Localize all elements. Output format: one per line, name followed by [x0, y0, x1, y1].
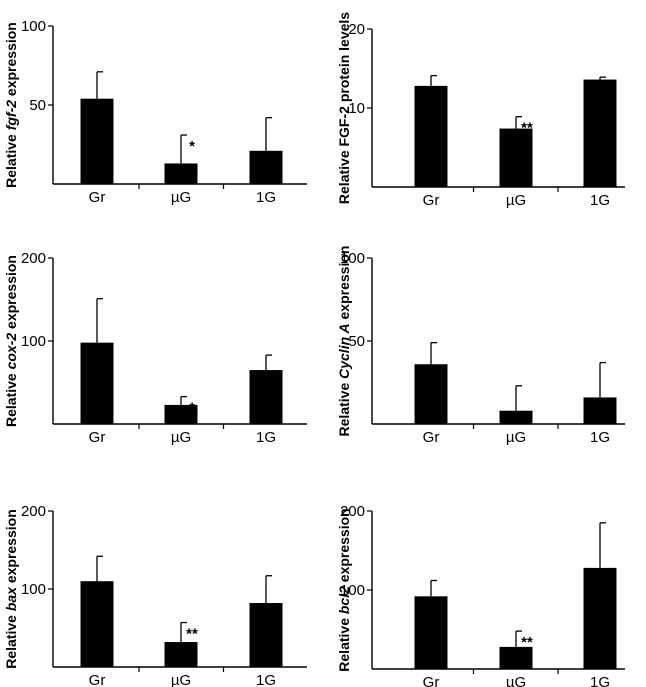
y-axis-label-part: fgf-2 — [3, 100, 19, 131]
category-label: Gr — [423, 429, 440, 446]
chart-panel-3: 100 200 Gr * µG 1G Relative cox-2 expression — [3, 250, 307, 446]
bar-2 — [249, 603, 283, 667]
y-tick-label: 200 — [21, 503, 46, 520]
significance-marker: * — [189, 138, 195, 155]
category-label: 1G — [590, 192, 610, 209]
y-axis-label-part: bcl2 — [336, 586, 352, 614]
category-label: 1G — [590, 674, 610, 687]
y-tick-label: 100 — [21, 333, 46, 350]
bar-0 — [80, 98, 114, 184]
bar-0 — [80, 581, 114, 667]
bar-0 — [414, 85, 448, 187]
y-axis-label-part: expression — [3, 22, 19, 100]
significance-marker: ** — [521, 120, 533, 137]
category-label: µG — [171, 429, 191, 446]
y-axis-label: Relative cox-2 expression — [3, 255, 19, 427]
bar-1 — [499, 410, 533, 424]
category-label: Gr — [89, 189, 106, 206]
category-label: 1G — [256, 672, 276, 687]
category-label: µG — [506, 429, 526, 446]
y-axis-label: Relative bcl2 expression — [336, 508, 352, 671]
significance-marker: ** — [521, 634, 533, 651]
chart-panel-1: 50 100 Gr * µG 1G Relative fgf-2 expression — [3, 18, 307, 206]
chart-panel-4: 50 100 Gr µG 1G Relative Cyclin A expression — [336, 246, 625, 446]
y-axis-label-part: expression — [336, 508, 352, 586]
y-axis-label-part: expression — [3, 509, 19, 587]
chart-panel-2: 10 20 Gr ** µG 1G Relative FGF-2 protein level… — [336, 12, 625, 209]
category-label: 1G — [256, 189, 276, 206]
y-axis-label-part: expression — [3, 255, 19, 333]
y-tick-label: 20 — [348, 21, 365, 38]
bar-1 — [164, 404, 198, 424]
category-label: Gr — [423, 192, 440, 209]
chart-panel-5: 100 200 Gr ** µG 1G Relative bax expression — [3, 503, 307, 687]
y-axis-label-part: Relative — [3, 611, 19, 669]
bar-1 — [499, 128, 533, 187]
y-axis-label: Relative fgf-2 expression — [3, 22, 19, 188]
category-label: 1G — [256, 429, 276, 446]
y-axis-label-part: Relative — [3, 130, 19, 188]
bar-2 — [249, 150, 283, 184]
bar-1 — [499, 646, 533, 669]
y-axis-label-part: Relative — [336, 379, 352, 437]
y-tick-label: 100 — [21, 18, 46, 35]
chart-panel-6: 100 200 Gr ** µG 1G Relative bcl2 expression — [336, 503, 625, 687]
y-axis-label: Relative FGF-2 protein levels — [336, 12, 352, 204]
y-tick-label: 50 — [348, 333, 365, 350]
bar-2 — [583, 397, 617, 424]
y-tick-label: 100 — [340, 250, 365, 267]
bar-1 — [164, 163, 198, 184]
category-label: µG — [506, 674, 526, 687]
y-tick-label: 200 — [21, 250, 46, 267]
y-tick-label: 10 — [348, 100, 365, 117]
category-label: Gr — [423, 674, 440, 687]
bar-0 — [80, 342, 114, 424]
y-tick-label: 100 — [21, 581, 46, 598]
bar-0 — [414, 596, 448, 669]
y-axis-label-part: Relative — [336, 614, 352, 672]
bar-2 — [583, 79, 617, 187]
bar-1 — [164, 642, 198, 667]
y-axis-label: Relative bax expression — [3, 509, 19, 669]
bar-0 — [414, 364, 448, 424]
significance-marker: ** — [186, 626, 198, 643]
y-axis-label-part: bax — [3, 586, 19, 611]
category-label: Gr — [89, 429, 106, 446]
category-label: Gr — [89, 672, 106, 687]
bar-2 — [249, 370, 283, 424]
category-label: µG — [171, 672, 191, 687]
y-axis-label-part: Relative — [3, 369, 19, 427]
y-axis-label: Relative Cyclin A expression — [336, 246, 352, 437]
y-tick-label: 200 — [340, 503, 365, 520]
category-label: µG — [171, 189, 191, 206]
y-axis-label-part: expression — [336, 246, 352, 324]
significance-marker: * — [189, 400, 195, 417]
y-axis-label-part: cox-2 — [3, 333, 19, 370]
y-tick-label: 100 — [340, 582, 365, 599]
bar-2 — [583, 567, 617, 669]
y-tick-label: 50 — [29, 97, 46, 114]
category-label: µG — [506, 192, 526, 209]
category-label: 1G — [590, 429, 610, 446]
y-axis-label-part: Relative FGF-2 protein levels — [336, 12, 352, 204]
y-axis-label-part: Cyclin A — [336, 323, 352, 379]
